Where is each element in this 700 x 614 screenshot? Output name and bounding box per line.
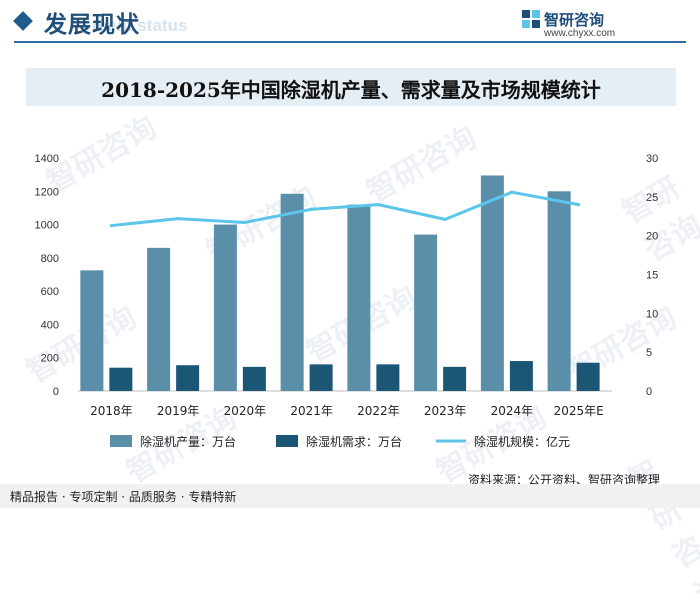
page-header: ment status 发展现状 智研咨询 www.chyxx.com	[0, 0, 700, 50]
x-tick-label: 2018年	[90, 404, 133, 418]
y-left-tick-label: 0	[53, 386, 59, 398]
demand-bar	[509, 361, 533, 391]
chart-title: 2018-2025年中国除湿机产量、需求量及市场规模统计	[101, 78, 601, 102]
brand-block: 智研咨询 www.chyxx.com	[522, 8, 682, 42]
x-tick-label: 2024年	[491, 404, 534, 418]
y-right-tick-label: 25	[646, 192, 658, 204]
market-point	[176, 217, 180, 221]
footer-bar: 精品报告 · 专项定制 · 品质服务 · 专精特新	[0, 484, 700, 508]
production-bar	[414, 234, 438, 391]
market-line	[111, 190, 579, 228]
production-bar	[480, 175, 504, 391]
legend-swatch	[276, 435, 298, 447]
legend-swatch	[110, 435, 132, 447]
production-bar	[213, 224, 237, 391]
x-tick-label: 2020年	[224, 404, 267, 418]
legend-label: 除湿机需求：万台	[306, 434, 402, 449]
production-bar	[280, 193, 304, 391]
y-right-tick-label: 10	[646, 308, 658, 320]
x-tick-label: 2021年	[290, 404, 333, 418]
chart: 0 200 400 600 800 1000 1200 1400 0 5 10 15 20 25 30 201…	[35, 153, 659, 449]
x-tick-label: 2022年	[357, 404, 400, 418]
chart-title-box: 2018-2025年中国除湿机产量、需求量及市场规模统计	[26, 68, 676, 106]
header-title: 发展现状	[44, 12, 140, 38]
y-right-tick-label: 20	[646, 231, 658, 243]
demand-bar	[443, 366, 467, 391]
brand-logo-icon	[522, 10, 540, 28]
source-note: 资料来源：公开资料、智研咨询整理	[468, 473, 661, 487]
demand-bar	[309, 364, 333, 391]
demand-bar	[176, 365, 200, 391]
footer-text: 精品报告 · 专项定制 · 品质服务 · 专精特新	[10, 490, 237, 504]
market-point	[243, 220, 247, 224]
x-tick-label: 2019年	[157, 404, 200, 418]
market-point	[376, 203, 380, 207]
brand-url: www.chyxx.com	[544, 28, 616, 39]
legend-label: 除湿机规模：亿元	[474, 434, 570, 449]
demand-bar	[242, 366, 266, 391]
x-tick-label: 2023年	[424, 404, 467, 418]
watermark-text: 智研咨询	[622, 453, 700, 614]
y-right-tick-label: 15	[646, 270, 658, 282]
market-point	[310, 207, 314, 211]
market-point	[443, 217, 447, 221]
demand-bar	[109, 367, 133, 391]
y-left-tick-label: 200	[41, 353, 59, 365]
production-bar	[347, 204, 371, 391]
production-bar	[147, 247, 171, 391]
y-right-tick-label: 30	[646, 153, 658, 165]
diamond-icon	[13, 11, 33, 31]
y-left-tick-label: 1000	[35, 220, 59, 232]
legend-label: 除湿机产量：万台	[140, 434, 236, 449]
market-point	[577, 203, 581, 207]
production-bar	[547, 191, 571, 391]
y-left-tick-label: 400	[41, 319, 59, 331]
market-point	[510, 190, 514, 194]
production-bar	[80, 270, 104, 391]
demand-bar	[376, 364, 400, 391]
demand-bar	[576, 362, 600, 391]
header-divider	[14, 41, 686, 43]
x-tick-label: 2025年E	[554, 404, 604, 418]
y-left-tick-label: 1200	[35, 186, 59, 198]
header-subtitle: ment status	[92, 16, 188, 35]
y-right-tick-label: 0	[646, 386, 652, 398]
brand-name: 智研咨询	[544, 11, 605, 29]
y-right-tick-label: 5	[646, 347, 652, 359]
y-left-tick-label: 800	[41, 253, 59, 265]
market-point	[109, 224, 113, 228]
y-left-tick-label: 1400	[35, 153, 59, 165]
y-left-tick-label: 600	[41, 286, 59, 298]
